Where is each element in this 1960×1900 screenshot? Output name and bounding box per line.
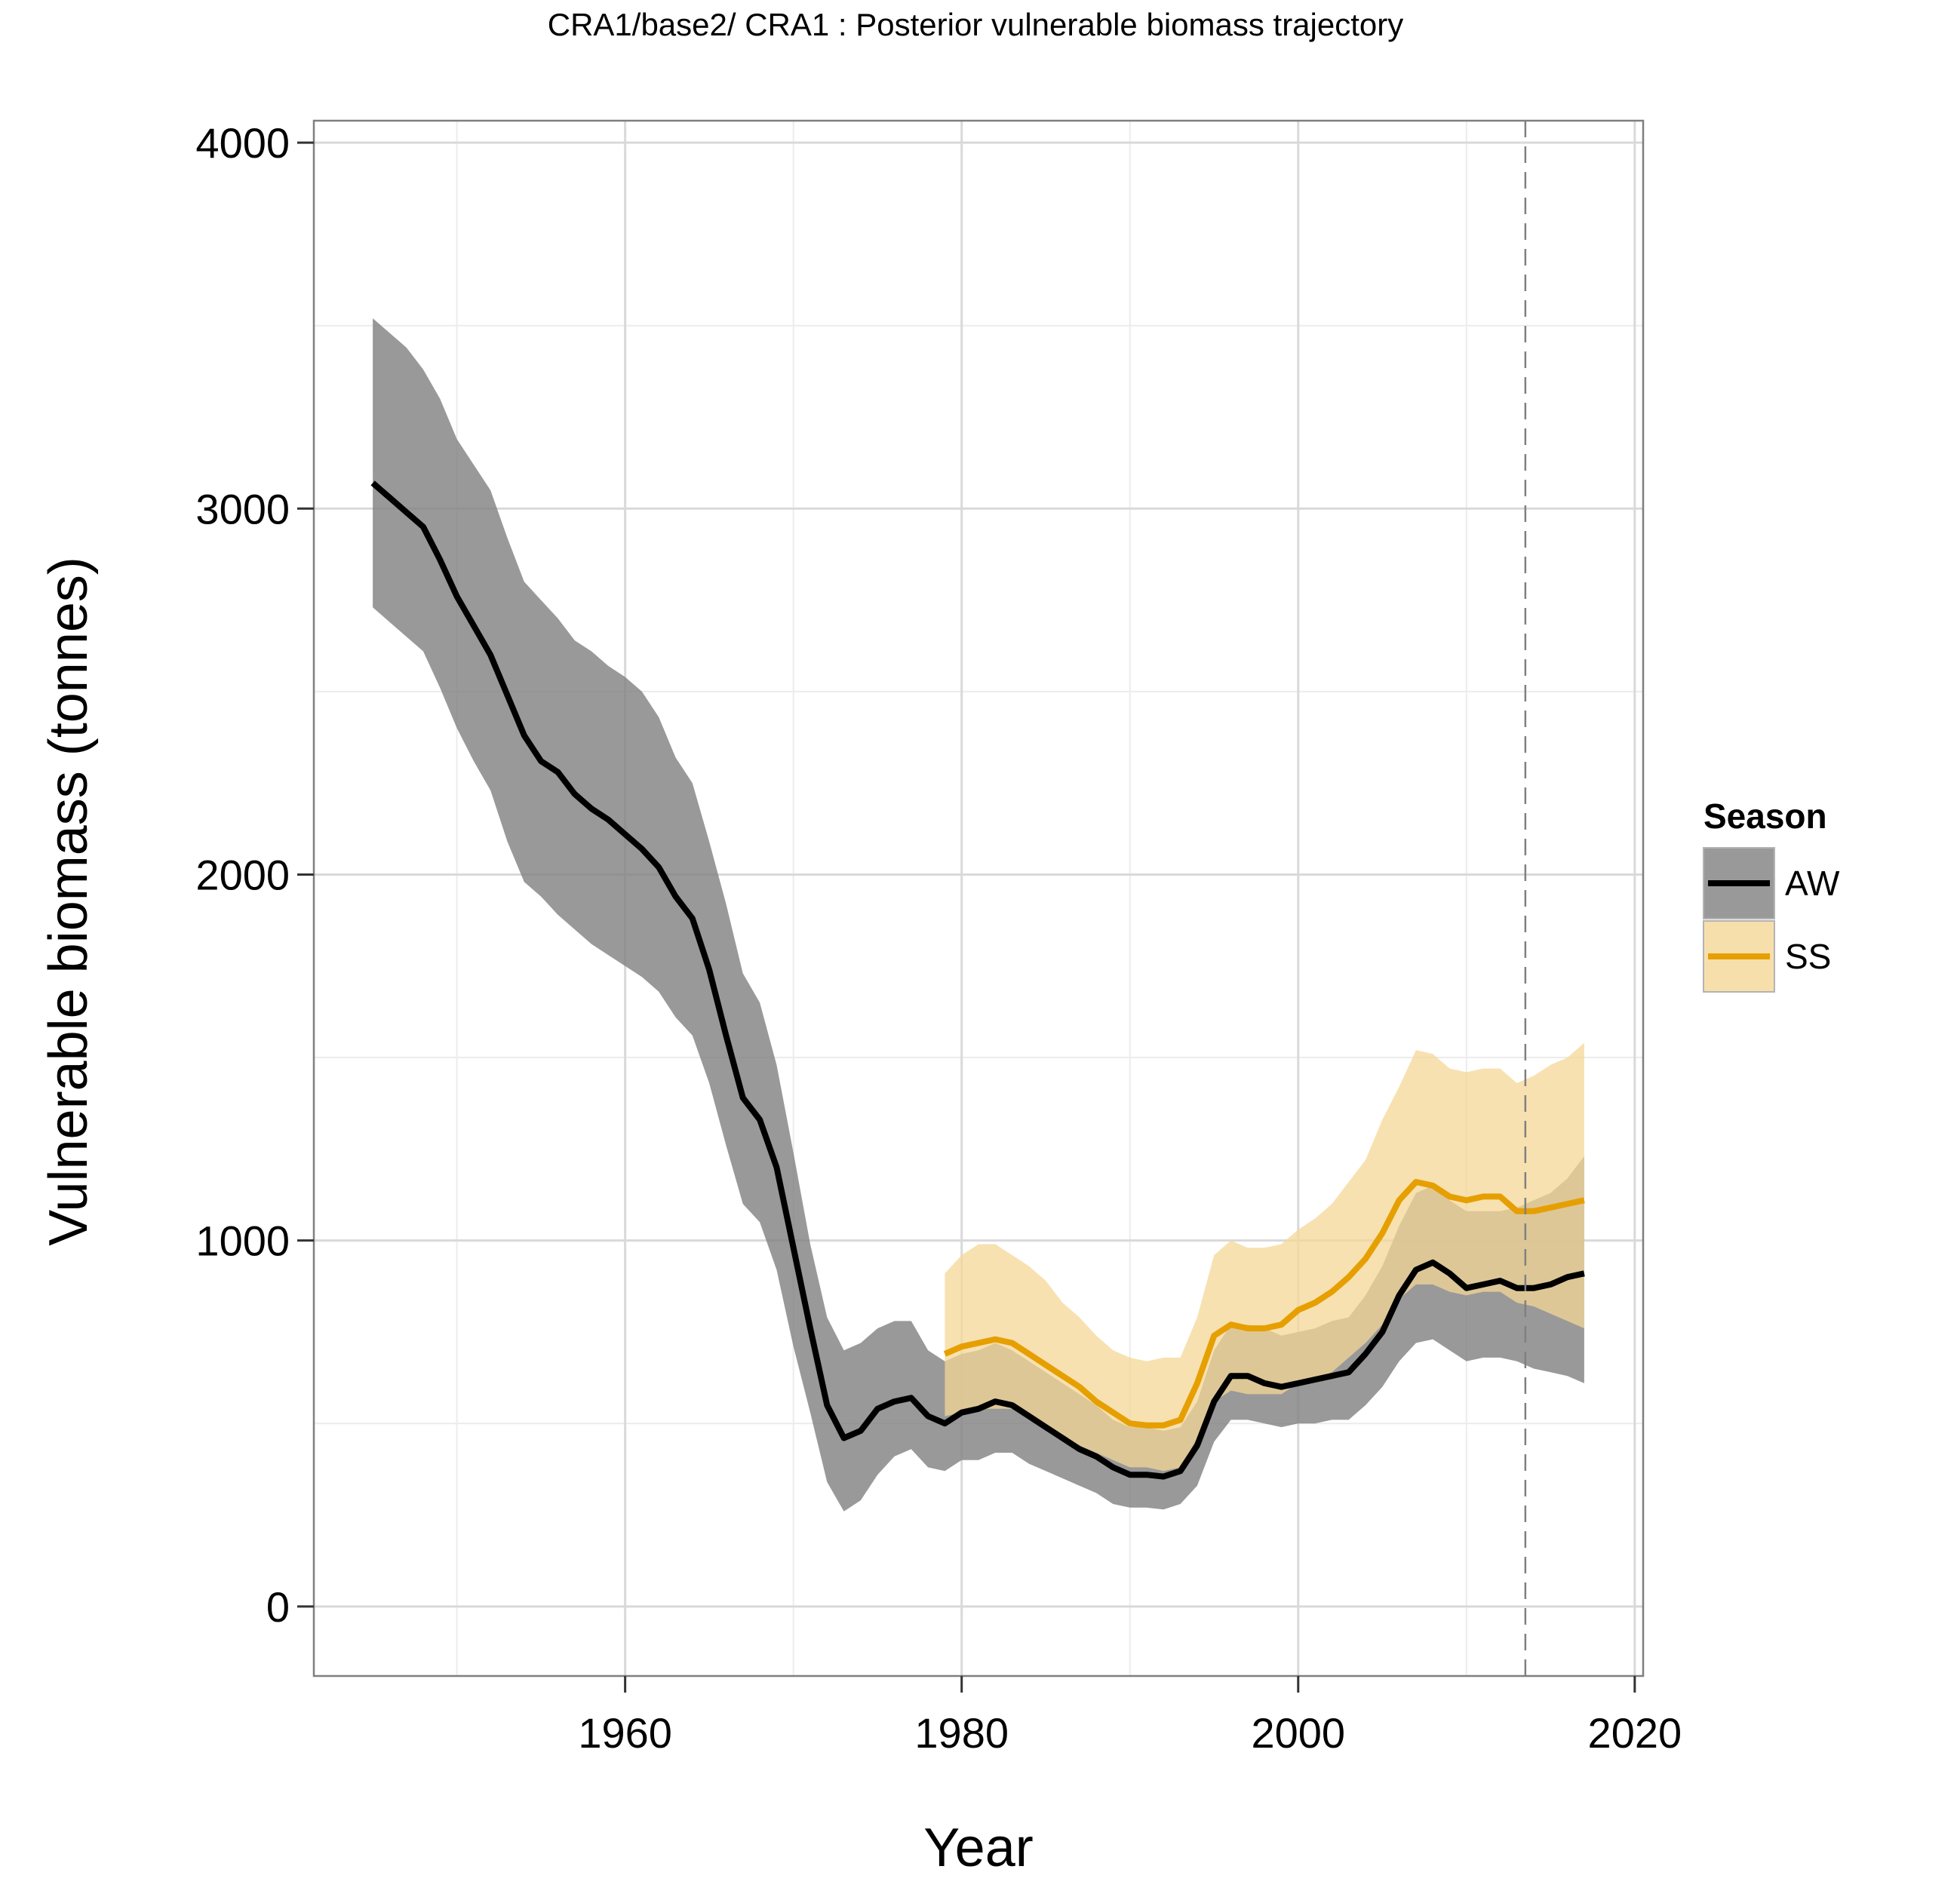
- x-tick-label: 1980: [914, 1709, 1009, 1757]
- y-tick-label: 4000: [195, 119, 290, 167]
- line-layer: [370, 480, 1585, 1480]
- x-tick-label: 2020: [1588, 1709, 1682, 1757]
- legend-title: Season: [1703, 797, 1827, 836]
- x-tick-label: 2000: [1251, 1709, 1345, 1757]
- legend-label-ss: SS: [1785, 937, 1831, 976]
- plot-area: [312, 119, 1645, 1677]
- y-tick-label: 3000: [195, 485, 290, 533]
- series-line-aw: [370, 480, 1585, 1480]
- x-tick-label: 1960: [578, 1709, 672, 1757]
- band-aw: [373, 318, 1584, 1512]
- series-line-ss: [943, 1179, 1585, 1429]
- x-axis-title: Year: [923, 1818, 1033, 1878]
- band-layer: [373, 318, 1584, 1512]
- band-ss: [945, 1042, 1584, 1472]
- y-tick-label: 0: [266, 1583, 290, 1631]
- legend-label-aw: AW: [1785, 864, 1840, 903]
- legend-entries: AW SS: [1703, 847, 1840, 993]
- x-axis: 1960 1980 2000 2020: [578, 1676, 1682, 1757]
- y-tick-label: 2000: [195, 851, 290, 898]
- y-axis: 0 1000 2000 3000 4000: [195, 119, 314, 1631]
- y-axis-title: Vulnerable biomass (tonnes): [38, 557, 99, 1246]
- panel-border: [312, 119, 1645, 1677]
- legend: Season AW SS: [1703, 797, 1840, 993]
- chart-title: CRA1/base2/ CRA1 : Posterior vulnerable …: [548, 7, 1404, 42]
- y-tick-label: 1000: [195, 1217, 290, 1265]
